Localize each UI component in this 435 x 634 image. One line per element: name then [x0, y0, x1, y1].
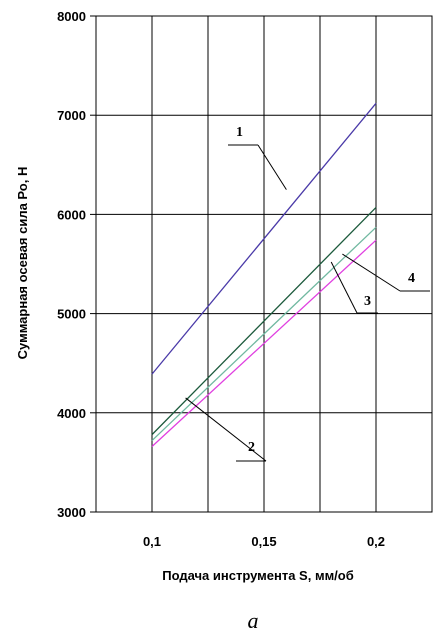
- callout-leader-3: [330, 261, 358, 314]
- figure-caption: a: [248, 608, 259, 633]
- x-tick-label: 0,2: [367, 534, 385, 549]
- callout-label-4: 4: [408, 271, 415, 286]
- series-line-2: [151, 206, 377, 436]
- callouts: 1 2 3 4: [185, 125, 430, 462]
- callout-label-3: 3: [364, 294, 371, 309]
- y-tick-label: 4000: [57, 406, 86, 421]
- x-axis-label: Подача инструмента S, мм/об: [162, 568, 354, 583]
- series-line-3: [151, 226, 377, 442]
- x-tick-label: 0,1: [143, 534, 161, 549]
- y-tick-label: 6000: [57, 207, 86, 222]
- y-tick-label: 8000: [57, 9, 86, 24]
- callout-leader-4: [342, 253, 401, 292]
- y-axis-label: Суммарная осевая сила Ро, Н: [15, 167, 30, 360]
- tick-labels: 3000 4000 5000 6000 7000 8000 0,1 0,15 0,2: [57, 9, 385, 549]
- grid: [90, 15, 433, 513]
- series-line-1: [151, 102, 377, 375]
- y-tick-label: 5000: [57, 307, 86, 322]
- callout-label-1: 1: [236, 125, 243, 140]
- x-tick-label: 0,15: [251, 534, 276, 549]
- callout-leader-1: [257, 144, 287, 190]
- y-tick-label: 3000: [57, 505, 86, 520]
- series-lines: [151, 102, 377, 448]
- callout-leader-2: [185, 397, 267, 462]
- series-line-4: [151, 239, 377, 448]
- y-tick-label: 7000: [57, 108, 86, 123]
- callout-label-2: 2: [248, 440, 255, 455]
